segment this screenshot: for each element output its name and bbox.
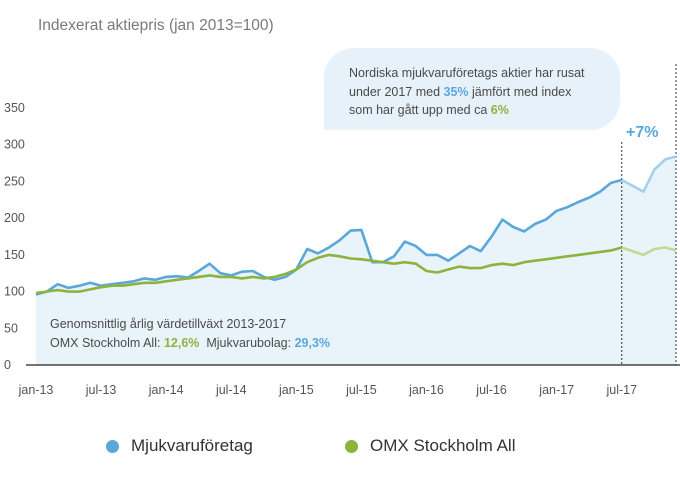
legend-label-software: Mjukvaruföretag — [131, 436, 253, 455]
y-tick-label: 250 — [4, 174, 25, 188]
chart-title: Indexerat aktiepris (jan 2013=100) — [38, 17, 274, 34]
y-tick-label: 50 — [4, 321, 18, 335]
x-tick-label: jul-13 — [85, 383, 117, 397]
cagr-omx-value: 12,6% — [163, 335, 200, 350]
callout-text: Nordiska mjukvaruföretags aktier har rus… — [349, 64, 609, 120]
callout-line2-post: jämfört med index — [468, 84, 572, 99]
y-axis: 0 50 100 150 200 250 300 350 — [4, 101, 25, 372]
x-tick-label: jul-17 — [605, 383, 637, 397]
callout-bubble — [324, 48, 620, 130]
software-projection-line — [621, 155, 677, 193]
x-tick-label: jul-16 — [475, 383, 507, 397]
software-area — [36, 156, 676, 365]
x-tick-label: jan-16 — [408, 383, 444, 397]
x-tick-label: jul-14 — [215, 383, 247, 397]
y-tick-label: 200 — [4, 211, 25, 225]
projection-lines — [621, 64, 677, 365]
cagr-software-value: 29,3% — [294, 335, 331, 350]
callout-line1: Nordiska mjukvaruföretags aktier har rus… — [349, 66, 585, 80]
x-tick-label: jan-17 — [538, 383, 574, 397]
legend-label-omx: OMX Stockholm All — [370, 436, 516, 455]
callout-omx-value: 6% — [490, 103, 509, 117]
x-tick-label: jan-14 — [148, 383, 184, 397]
legend-marker-omx — [345, 439, 358, 453]
cagr-note: Genomsnittlig årlig värdetillväxt 2013-2… — [50, 315, 330, 352]
y-tick-label: 300 — [4, 138, 25, 152]
y-tick-label: 100 — [4, 285, 25, 299]
y-tick-label: 0 — [4, 358, 11, 372]
legend-item-omx: OMX Stockholm All — [345, 436, 516, 456]
cagr-title: Genomsnittlig årlig värdetillväxt 2013-2… — [50, 317, 287, 331]
series-lines — [35, 155, 677, 296]
y-tick-label: 350 — [4, 101, 25, 115]
x-tick-label: jul-15 — [345, 383, 377, 397]
delta-label: +7% — [626, 124, 659, 141]
chart-area-layer — [36, 156, 676, 365]
y-tick-label: 150 — [4, 248, 25, 262]
cagr-omx-label: OMX Stockholm All: — [50, 335, 164, 350]
x-axis: jan-13 jul-13 jan-14 jul-14 jan-15 jul-15 jan-… — [18, 364, 680, 397]
x-tick-label: jan-13 — [18, 383, 54, 397]
omx-projection-line — [621, 246, 677, 257]
legend-marker-software — [106, 439, 119, 453]
callout-line2-pre: under 2017 med — [349, 84, 444, 99]
cagr-software-label: Mjukvarubolag: — [206, 335, 295, 350]
callout-line3-pre: som har gått upp med ca — [349, 103, 491, 117]
x-tick-label: jan-15 — [278, 383, 314, 397]
callout-software-value: 35% — [443, 84, 469, 99]
legend-item-software: Mjukvaruföretag — [106, 436, 253, 456]
